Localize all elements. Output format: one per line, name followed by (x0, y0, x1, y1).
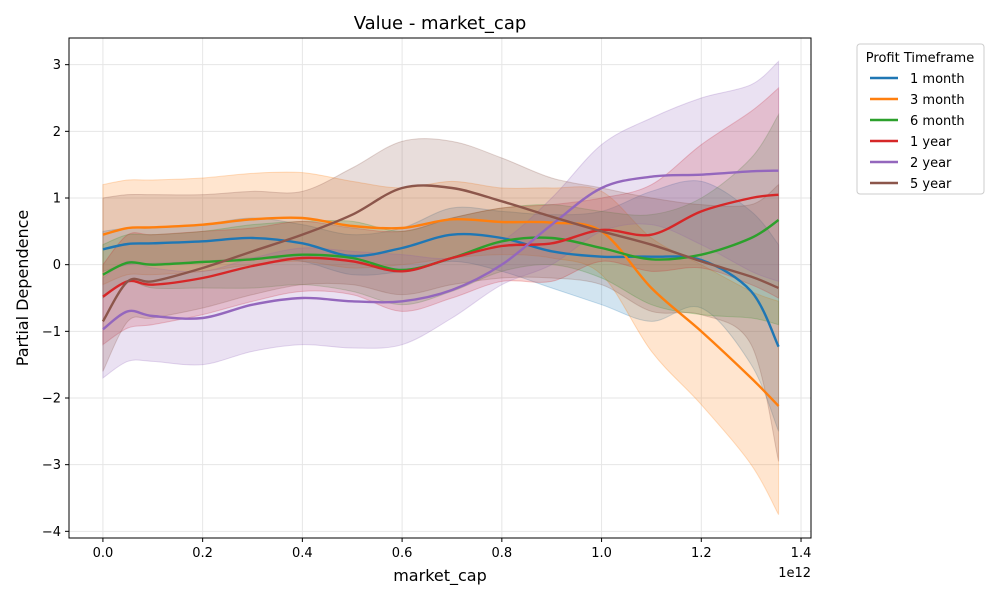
legend-label-6-month: 6 month (910, 114, 965, 129)
confidence-band-6-month (102, 112, 780, 326)
y-tick-label: 2 (53, 125, 61, 140)
x-tick-label: 0.4 (292, 546, 313, 561)
x-tick-label: 0.8 (491, 546, 512, 561)
x-tick-label: 0.6 (392, 546, 413, 561)
y-tick-label: −3 (42, 458, 61, 473)
x-tick-label: 1.0 (591, 546, 612, 561)
y-tick-label: −1 (42, 325, 61, 340)
confidence-bands (102, 60, 780, 515)
y-tick-label: 1 (53, 192, 61, 207)
x-axis-offset-label: 1e12 (778, 566, 811, 581)
legend-label-3-month: 3 month (910, 93, 965, 108)
series-line-1-year (102, 193, 779, 298)
x-tick-label: 1.2 (691, 546, 712, 561)
plot-area-frame (68, 37, 812, 539)
axis-ticks: 0.0 0.2 0.4 0.6 0.8 1.0 1.2 1.4 −4 −3 −2 −1 0 1 2 3 (42, 58, 812, 561)
x-axis-title: market_cap (393, 566, 487, 586)
grid (69, 38, 811, 538)
y-tick-label: −4 (42, 525, 61, 540)
confidence-band-2-year (102, 60, 780, 379)
series-line-1-month (102, 232, 780, 348)
chart-title: Value - market_cap (354, 13, 527, 34)
legend-label-5-year: 5 year (910, 177, 952, 192)
series-line-3-month (102, 216, 780, 407)
series-line-5-year (101, 184, 780, 322)
y-tick-label: 3 (53, 58, 61, 73)
x-tick-label: 0.2 (192, 546, 213, 561)
series-lines (101, 169, 780, 407)
legend-label-2-year: 2 year (910, 156, 952, 171)
x-tick-label: 0.0 (93, 546, 114, 561)
x-tick-label: 1.4 (791, 546, 812, 561)
y-tick-label: 0 (53, 258, 61, 273)
y-tick-label: −2 (42, 392, 61, 407)
y-axis-title: Partial Dependence (13, 210, 32, 366)
legend-title: Profit Timeframe (866, 51, 974, 66)
series-line-2-year (102, 169, 779, 331)
legend-frame (856, 43, 985, 195)
legend: Profit Timeframe 1 month 3 month 6 month 1 … (856, 43, 985, 195)
legend-label-1-month: 1 month (910, 72, 965, 87)
confidence-band-1-year (102, 86, 780, 346)
confidence-band-1-month (102, 180, 780, 432)
legend-label-1-year: 1 year (910, 135, 952, 150)
